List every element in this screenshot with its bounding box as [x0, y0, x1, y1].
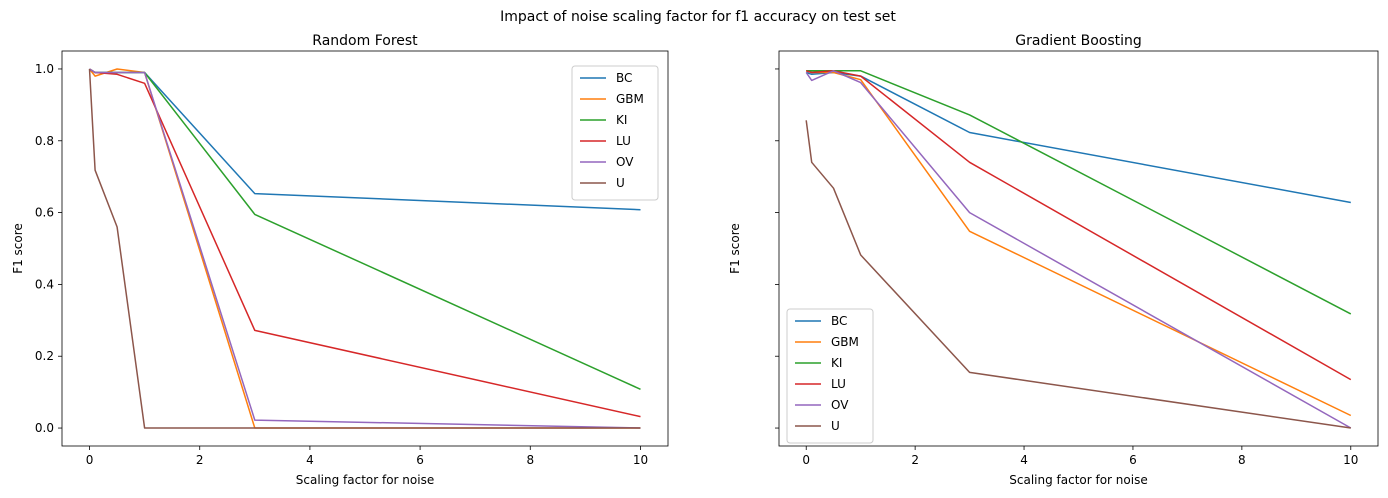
x-tick-label: 8 [1238, 453, 1246, 467]
y-tick-label: 1.0 [35, 62, 54, 76]
x-tick-label: 2 [911, 453, 919, 467]
x-tick-label: 4 [1020, 453, 1028, 467]
y-tick-label: 0.0 [35, 421, 54, 435]
x-axis-label: Scaling factor for noise [1009, 473, 1147, 487]
subplot-title: Random Forest [312, 33, 418, 49]
legend-box [786, 308, 874, 444]
series-line-gbm [805, 70, 1352, 417]
axes-frame [61, 50, 669, 447]
legend: BC GBM KI LU OV U [571, 65, 659, 201]
y-axis-label: F1 score [728, 223, 742, 274]
series-line-ki [806, 70, 1352, 315]
x-tick-label: 8 [526, 453, 534, 467]
x-tick-label: 2 [196, 453, 204, 467]
subplot-1: Random Forest 0 2 4 6 8 10 0.0 0.2 0.4 0.6 0.8 1.0 Sc… [11, 33, 669, 487]
x-tick-label: 10 [1343, 453, 1358, 467]
legend-label-bc: BC [616, 71, 632, 85]
series-line-lu [805, 70, 1352, 381]
axes-frame [778, 50, 1379, 447]
legend-label-lu: LU [616, 134, 631, 148]
x-tick-label: 6 [416, 453, 424, 467]
legend-label-lu: LU [831, 377, 846, 391]
series-line-lu [89, 68, 641, 418]
x-tick-label: 10 [633, 453, 648, 467]
y-tick-label: 0.2 [35, 349, 54, 363]
subplot-title: Gradient Boosting [1015, 33, 1142, 49]
x-axis-label: Scaling factor for noise [296, 473, 434, 487]
legend: BC GBM KI LU OV U [786, 308, 874, 444]
legend-label-ov: OV [616, 155, 634, 169]
y-tick-label: 0.8 [35, 134, 54, 148]
legend-box [571, 65, 659, 201]
x-tick-label: 6 [1129, 453, 1137, 467]
x-tick-label: 0 [86, 453, 94, 467]
subplot-2: Gradient Boosting 0 2 4 6 8 10 Scaling factor f… [728, 33, 1379, 487]
legend-label-gbm: GBM [616, 92, 644, 106]
series-line-u [88, 68, 641, 429]
series-line-ov [89, 68, 641, 429]
series-line-bc [89, 68, 641, 211]
x-tick-label: 4 [306, 453, 314, 467]
legend-label-bc: BC [831, 314, 847, 328]
y-axis-label: F1 score [11, 223, 25, 274]
legend-label-u: U [616, 176, 625, 190]
series-line-gbm [88, 68, 641, 429]
figure-suptitle: Impact of noise scaling factor for f1 ac… [500, 9, 896, 25]
x-tick-label: 0 [802, 453, 810, 467]
subplots: Random Forest 0 2 4 6 8 10 0.0 0.2 0.4 0.6 0.8 1.0 Sc… [11, 33, 1379, 487]
legend-label-ov: OV [831, 398, 849, 412]
y-tick-label: 0.4 [35, 277, 54, 291]
legend-label-ki: KI [616, 113, 627, 127]
legend-label-u: U [831, 419, 840, 433]
series-line-bc [805, 71, 1351, 204]
legend-label-ki: KI [831, 356, 842, 370]
series-line-ov [805, 70, 1352, 429]
series-line-u [805, 120, 1351, 429]
legend-label-gbm: GBM [831, 335, 859, 349]
series-line-ki [89, 68, 641, 390]
y-tick-label: 0.6 [35, 206, 54, 220]
